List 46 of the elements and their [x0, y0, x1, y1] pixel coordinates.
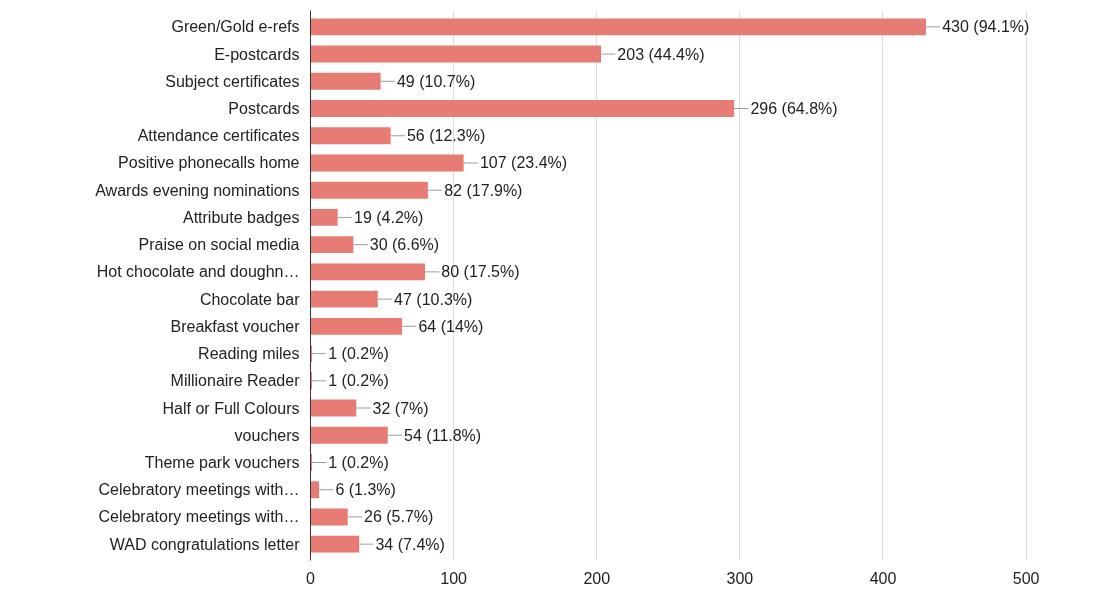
y-tick-label: Chocolate bar: [199, 290, 301, 308]
y-tick-label: Celebratory meetings with…: [98, 508, 300, 526]
y-tick-label: Theme park vouchers: [144, 453, 300, 471]
data-label: 80 (17.5%): [441, 263, 520, 281]
y-tick-label: Awards evening nominations: [95, 181, 300, 199]
data-label: 54 (11.8%): [404, 426, 482, 444]
y-tick-label: Reading miles: [198, 345, 300, 363]
data-label: 49 (10.7%): [396, 72, 476, 90]
y-tick-label: Praise on social media: [138, 236, 300, 254]
data-label: 1 (0.2%): [328, 345, 389, 363]
x-tick-label: 500: [1012, 569, 1040, 587]
y-tick-label: Subject certificates: [165, 72, 300, 90]
data-label: 6 (1.3%): [335, 481, 396, 499]
data-label: 64 (14%): [418, 317, 484, 335]
y-tick-label: Celebratory meetings with…: [98, 481, 300, 499]
y-tick-label: Green/Gold e-refs: [171, 18, 300, 36]
x-tick-label: 200: [583, 569, 611, 587]
y-tick-label: Attribute badges: [182, 208, 300, 226]
x-tick-label: 0: [306, 569, 316, 587]
y-tick-label: E-postcards: [214, 45, 300, 63]
y-tick-label: Half or Full Colours: [162, 399, 300, 417]
y-tick-label: Attendance certificates: [137, 127, 300, 145]
x-tick-label: 400: [869, 569, 897, 587]
data-label: 1 (0.2%): [328, 453, 389, 471]
y-tick-label: Hot chocolate and doughn…: [96, 263, 300, 281]
data-label: 56 (12.3%): [406, 127, 486, 145]
data-label: 296 (64.8%): [750, 100, 838, 118]
data-label: 26 (5.7%): [364, 508, 434, 526]
data-label: 32 (7%): [372, 399, 429, 417]
y-tick-label: WAD congratulations letter: [109, 535, 301, 553]
y-tick-label: Millionaire Reader: [170, 372, 301, 390]
data-label: 107 (23.4%): [479, 154, 568, 172]
data-label: 30 (6.6%): [369, 236, 440, 254]
data-label: 1 (0.2%): [328, 372, 389, 390]
data-label: 47 (10.3%): [394, 290, 473, 308]
y-tick-label: Positive phonecalls home: [118, 154, 300, 172]
x-tick-label: 300: [726, 569, 754, 587]
data-label: 34 (7.4%): [375, 535, 445, 553]
y-tick-label: vouchers: [234, 426, 300, 444]
data-label: 203 (44.4%): [617, 45, 705, 63]
data-label: 19 (4.2%): [354, 208, 424, 226]
y-tick-label: Breakfast voucher: [170, 317, 301, 335]
x-tick-label: 100: [440, 569, 468, 587]
data-label: 82 (17.9%): [444, 181, 523, 199]
y-tick-label: Postcards: [228, 100, 300, 118]
data-label: 430 (94.1%): [942, 18, 1030, 36]
